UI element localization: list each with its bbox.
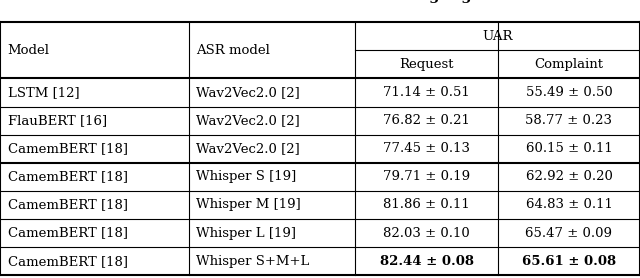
Text: 79.71 ± 0.19: 79.71 ± 0.19 bbox=[383, 170, 470, 183]
Text: CamemBERT [18]: CamemBERT [18] bbox=[8, 255, 128, 268]
Text: 82.44 ± 0.08: 82.44 ± 0.08 bbox=[380, 255, 474, 268]
Text: 64.83 ± 0.11: 64.83 ± 0.11 bbox=[525, 198, 612, 212]
Text: 60.15 ± 0.11: 60.15 ± 0.11 bbox=[525, 142, 612, 155]
Text: 81.86 ± 0.11: 81.86 ± 0.11 bbox=[383, 198, 470, 212]
Text: FlauBERT [16]: FlauBERT [16] bbox=[8, 114, 107, 127]
Text: 65.61 ± 0.08: 65.61 ± 0.08 bbox=[522, 255, 616, 268]
Text: CamemBERT [18]: CamemBERT [18] bbox=[8, 198, 128, 212]
Text: Wav2Vec2.0 [2]: Wav2Vec2.0 [2] bbox=[196, 142, 300, 155]
Text: 71.14 ± 0.51: 71.14 ± 0.51 bbox=[383, 86, 470, 99]
Text: Whisper L [19]: Whisper L [19] bbox=[196, 227, 296, 240]
Text: CamemBERT [18]: CamemBERT [18] bbox=[8, 142, 128, 155]
Text: Whisper S [19]: Whisper S [19] bbox=[196, 170, 297, 183]
Text: 76.82 ± 0.21: 76.82 ± 0.21 bbox=[383, 114, 470, 127]
Text: 62.92 ± 0.20: 62.92 ± 0.20 bbox=[525, 170, 612, 183]
Text: UAR: UAR bbox=[483, 30, 513, 43]
Text: 55.49 ± 0.50: 55.49 ± 0.50 bbox=[525, 86, 612, 99]
Text: three runs. The best score on each task is highlighted in bold.: three runs. The best score on each task … bbox=[64, 0, 576, 3]
Text: 65.47 ± 0.09: 65.47 ± 0.09 bbox=[525, 227, 612, 240]
Text: Whisper S+M+L: Whisper S+M+L bbox=[196, 255, 310, 268]
Text: Wav2Vec2.0 [2]: Wav2Vec2.0 [2] bbox=[196, 86, 300, 99]
Text: 77.45 ± 0.13: 77.45 ± 0.13 bbox=[383, 142, 470, 155]
Text: Request: Request bbox=[399, 58, 454, 71]
Text: LSTM [12]: LSTM [12] bbox=[8, 86, 79, 99]
Text: 82.03 ± 0.10: 82.03 ± 0.10 bbox=[383, 227, 470, 240]
Text: ASR model: ASR model bbox=[196, 44, 270, 57]
Text: Model: Model bbox=[8, 44, 50, 57]
Text: Whisper M [19]: Whisper M [19] bbox=[196, 198, 301, 212]
Text: Complaint: Complaint bbox=[534, 58, 604, 71]
Text: CamemBERT [18]: CamemBERT [18] bbox=[8, 170, 128, 183]
Text: CamemBERT [18]: CamemBERT [18] bbox=[8, 227, 128, 240]
Text: 58.77 ± 0.23: 58.77 ± 0.23 bbox=[525, 114, 612, 127]
Text: Wav2Vec2.0 [2]: Wav2Vec2.0 [2] bbox=[196, 114, 300, 127]
